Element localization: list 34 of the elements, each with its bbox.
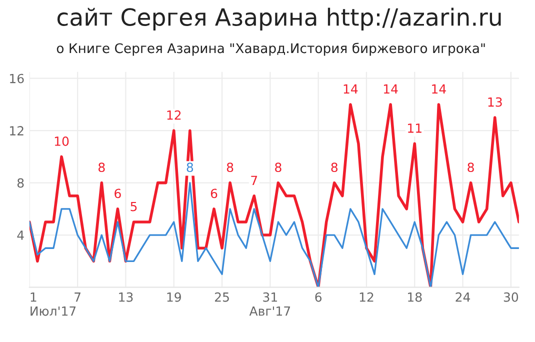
- data-label: 5: [130, 202, 137, 212]
- data-label: 14: [344, 84, 358, 94]
- x-tick-label: 7: [74, 292, 80, 302]
- data-label: 12: [167, 110, 181, 120]
- chart-subtitle: о Книге Сергея Азарина "Хавард.История биржевого игрока": [56, 42, 485, 56]
- x-tick-label: 25: [214, 292, 229, 302]
- x-tick-label: 30: [504, 292, 518, 302]
- x-tick-label: 24: [456, 292, 470, 302]
- data-label: 14: [384, 84, 398, 94]
- chart-title: сайт Сергея Азарина http://azarin.ru: [57, 8, 501, 31]
- x-tick-label: 1 Июл'17: [30, 292, 76, 316]
- x-tick-label: 31 Авг'17: [249, 292, 290, 316]
- x-tick-label: 19: [167, 292, 181, 302]
- data-label: 8: [275, 162, 282, 172]
- data-label: 14: [432, 84, 446, 94]
- data-label: 8: [468, 162, 474, 172]
- data-label: 8: [331, 162, 338, 172]
- y-tick-label: 12: [10, 126, 24, 136]
- data-label: 10: [54, 136, 69, 146]
- y-tick-label: 8: [17, 178, 24, 188]
- y-tick-label: 4: [17, 230, 24, 240]
- data-label: 7: [251, 176, 258, 185]
- data-label: 6: [114, 188, 121, 198]
- data-label: 6: [210, 188, 218, 198]
- x-tick-label: 12: [360, 292, 374, 302]
- data-label: 8: [226, 162, 234, 172]
- y-tick-label: 16: [10, 74, 24, 84]
- data-label: 8: [186, 162, 194, 172]
- x-tick-label: 13: [119, 292, 133, 302]
- x-tick-label: 18: [408, 292, 422, 302]
- data-label: 8: [98, 162, 105, 172]
- x-tick-label: 6: [315, 292, 322, 302]
- data-label: 11: [408, 124, 422, 133]
- data-label: 13: [488, 97, 502, 107]
